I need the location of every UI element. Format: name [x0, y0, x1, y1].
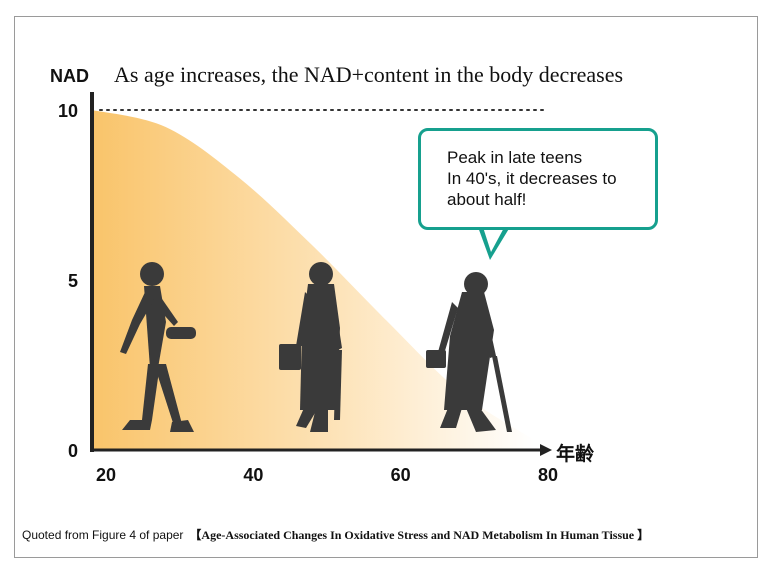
y-tick-label: 5: [68, 271, 78, 291]
y-tick-labels: 10 5 0: [58, 101, 78, 461]
x-tick-label: 80: [538, 465, 558, 485]
x-tick-labels: 20 40 60 80: [96, 465, 558, 485]
elderly-woman-silhouette: [426, 272, 512, 432]
y-tick-label: 0: [68, 441, 78, 461]
annotation-text: Peak in late teens In 40's, it decreases…: [447, 147, 652, 210]
young-woman-silhouette: [120, 262, 196, 432]
footer-citation: Quoted from Figure 4 of paper 【Age-Assoc…: [22, 527, 649, 542]
x-tick-label: 60: [391, 465, 411, 485]
callout-tail-inner: [482, 224, 506, 252]
annotation-line-1: Peak in late teens: [447, 148, 583, 167]
y-tick-label: 10: [58, 101, 78, 121]
x-axis-arrowhead: [540, 444, 552, 456]
annotation-callout: Peak in late teens In 40's, it decreases…: [418, 128, 658, 230]
x-tick-label: 40: [243, 465, 263, 485]
middle-aged-woman-silhouette: [279, 262, 342, 432]
annotation-line-2: In 40's, it decreases to: [447, 169, 617, 188]
x-tick-label: 20: [96, 465, 116, 485]
annotation-line-3: about half!: [447, 190, 527, 209]
y-axis-label: NAD: [50, 66, 89, 86]
x-axis-label: 年齢: [556, 442, 595, 465]
footer-prefix: Quoted from Figure 4 of paper: [22, 528, 183, 542]
footer-paper-title: 【Age-Associated Changes In Oxidative Str…: [189, 527, 649, 542]
chart-title: As age increases, the NAD+content in the…: [114, 62, 623, 87]
